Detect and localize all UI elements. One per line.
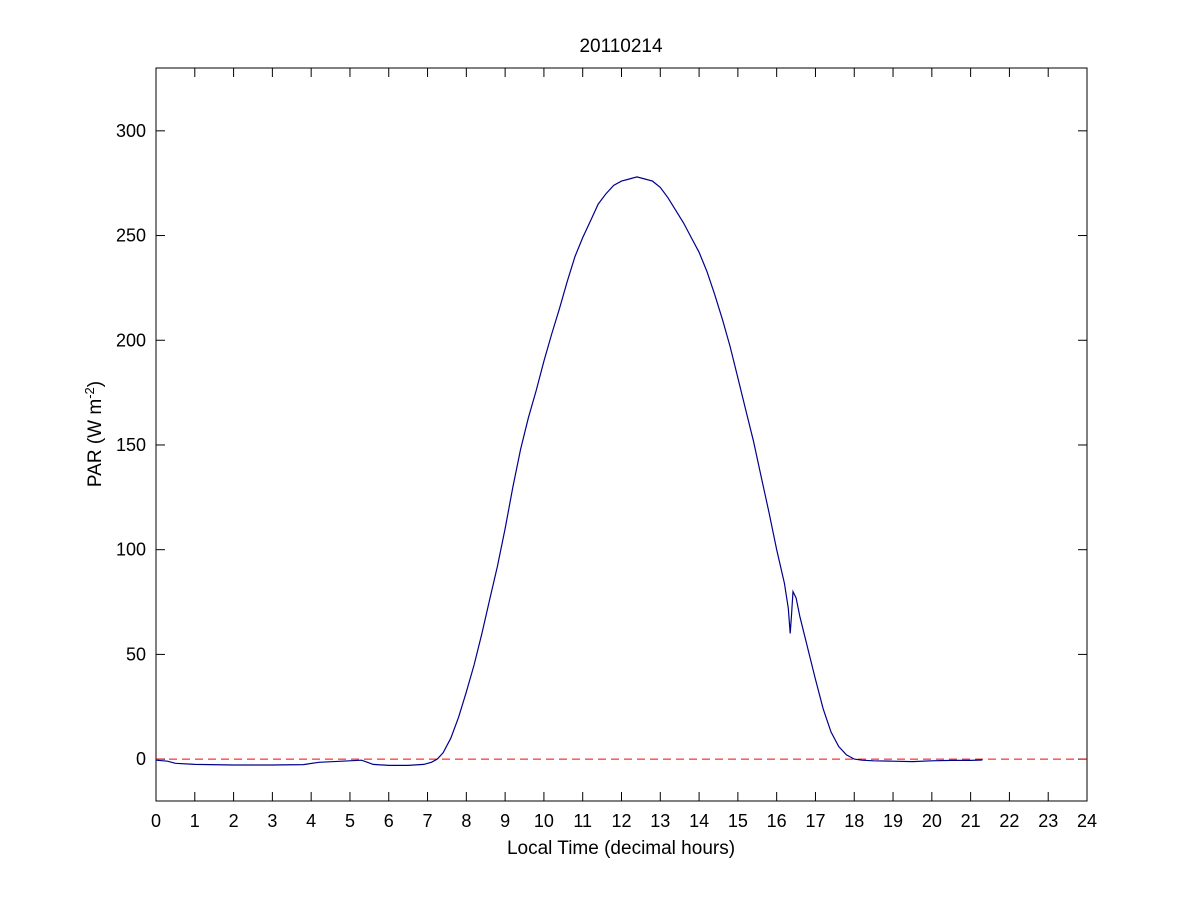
x-tick-label: 23	[1038, 811, 1058, 831]
x-tick-label: 14	[689, 811, 709, 831]
x-tick-label: 3	[267, 811, 277, 831]
x-tick-label: 21	[961, 811, 981, 831]
y-tick-label: 150	[116, 435, 146, 455]
y-axis-title-superscript: -2	[82, 387, 97, 399]
x-tick-label: 19	[883, 811, 903, 831]
x-tick-label: 4	[306, 811, 316, 831]
y-tick-label: 300	[116, 121, 146, 141]
x-tick-label: 1	[190, 811, 200, 831]
plot-area	[155, 67, 1088, 802]
x-tick-label: 9	[500, 811, 510, 831]
x-tick-label: 11	[573, 811, 592, 831]
x-tick-label: 22	[999, 811, 1019, 831]
y-tick-label: 100	[116, 540, 146, 560]
x-axis-title: Local Time (decimal hours)	[507, 838, 735, 859]
par-series-line	[155, 176, 983, 766]
x-tick-label: 5	[345, 811, 355, 831]
y-axis-title-main: PAR (W m	[85, 399, 106, 487]
x-tick-label: 10	[534, 811, 554, 831]
x-tick-label: 13	[650, 811, 670, 831]
x-tick-label: 0	[151, 811, 161, 831]
y-tick-label: 250	[116, 226, 146, 246]
y-tick-label: 0	[136, 749, 146, 769]
x-axis: 0 1 2 3 4 5 6 7 8 9 10 11 12 13 14 15 16 17 18 19 20 21 22 23 24	[151, 68, 1097, 831]
x-tick-label: 2	[229, 811, 239, 831]
y-axis-title: PAR (W m-2)	[82, 381, 107, 487]
x-tick-label: 17	[805, 811, 825, 831]
x-tick-label: 7	[423, 811, 433, 831]
x-tick-label: 15	[728, 811, 748, 831]
x-tick-label: 16	[767, 811, 787, 831]
x-tick-label: 6	[384, 811, 394, 831]
y-tick-label: 200	[116, 330, 146, 350]
x-tick-label: 24	[1077, 811, 1097, 831]
x-tick-label: 18	[844, 811, 864, 831]
y-axis: 0 50 100 150 200 250 300	[116, 121, 1087, 769]
x-tick-label: 8	[461, 811, 471, 831]
chart-title: 20110214	[579, 36, 663, 57]
x-tick-label: 12	[611, 811, 631, 831]
y-tick-label: 50	[126, 644, 146, 664]
x-tick-label: 20	[922, 811, 942, 831]
y-axis-title-end: )	[85, 381, 106, 387]
